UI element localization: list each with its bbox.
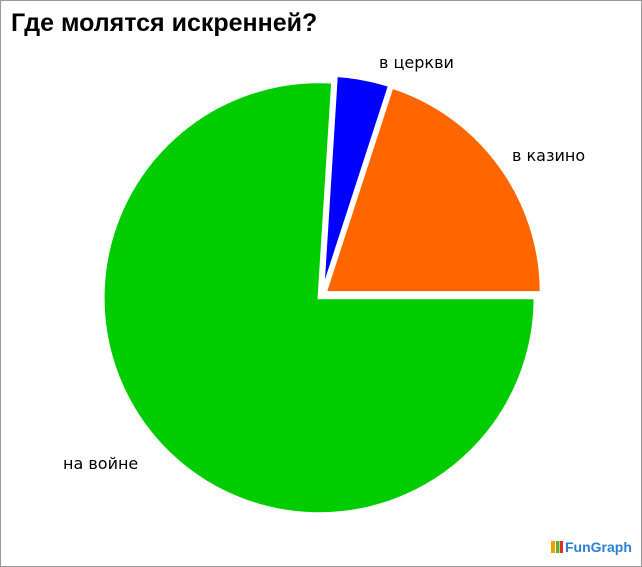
- slice-war: [101, 80, 537, 516]
- slice-label-church: в церкви: [379, 53, 454, 72]
- logo-text: FunGraph: [565, 539, 632, 555]
- slice-church: [321, 73, 392, 292]
- fungraph-logo: FunGraph: [551, 539, 632, 555]
- slice-casino: [323, 85, 543, 295]
- chart-title: Где молятся искренней?: [11, 9, 318, 37]
- logo-bars-icon: [551, 541, 563, 553]
- slice-label-casino: в казино: [512, 146, 586, 165]
- slice-label-war: на войне: [63, 454, 139, 473]
